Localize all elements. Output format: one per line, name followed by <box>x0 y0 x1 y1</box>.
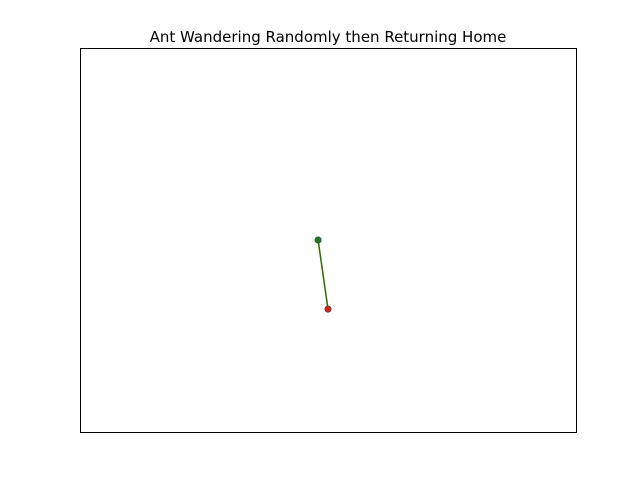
ant-path-line-0 <box>317 239 329 310</box>
plot-area-frame <box>80 48 577 433</box>
start-point-marker <box>314 236 322 244</box>
chart-title: Ant Wandering Randomly then Returning Ho… <box>150 28 507 46</box>
chart-marks <box>314 236 332 313</box>
end-point-marker <box>324 305 332 313</box>
